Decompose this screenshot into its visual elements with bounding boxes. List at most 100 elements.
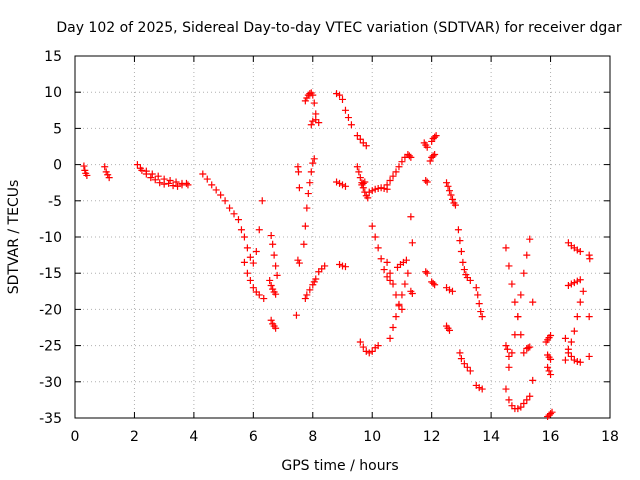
data-point (544, 363, 552, 371)
data-point (303, 291, 311, 299)
data-point (272, 290, 280, 298)
data-point (451, 201, 459, 209)
data-point (166, 177, 174, 185)
data-point (395, 300, 403, 308)
data-point (448, 195, 456, 203)
data-point (212, 186, 220, 194)
data-point (344, 114, 352, 122)
data-point (310, 155, 318, 163)
data-point (392, 168, 400, 176)
data-point (472, 284, 480, 292)
data-point (547, 371, 555, 379)
data-point (267, 232, 275, 240)
data-point (404, 269, 412, 277)
data-point (353, 163, 361, 171)
data-point (356, 338, 364, 346)
data-point (341, 263, 349, 271)
data-point (380, 266, 388, 274)
data-point (371, 233, 379, 241)
x-axis-title: GPS time / hours (281, 458, 398, 474)
data-point (246, 276, 254, 284)
data-point (309, 117, 317, 125)
data-point (267, 316, 275, 324)
data-point (365, 188, 373, 196)
data-point (474, 291, 482, 299)
data-point (517, 403, 525, 411)
x-tick-label: 6 (249, 429, 258, 445)
data-point (523, 344, 531, 352)
data-point (383, 181, 391, 189)
data-point (230, 210, 238, 218)
y-tick-label: -20 (39, 302, 62, 318)
data-point (101, 163, 109, 171)
data-point (368, 347, 376, 355)
data-point (514, 313, 522, 321)
data-point (570, 356, 578, 364)
data-point (267, 282, 275, 290)
data-point (547, 355, 555, 363)
data-point (386, 276, 394, 284)
data-point (447, 191, 455, 199)
data-point (306, 286, 314, 294)
data-point (362, 142, 370, 150)
data-point (460, 266, 468, 274)
data-point (269, 240, 277, 248)
data-point (266, 276, 274, 284)
data-point (576, 298, 584, 306)
data-point (448, 287, 456, 295)
data-point (353, 132, 361, 140)
data-point (148, 170, 156, 178)
data-point (309, 159, 317, 167)
data-point (459, 258, 467, 266)
data-point (292, 311, 300, 319)
data-point (561, 334, 569, 342)
data-point (307, 121, 315, 129)
data-point (547, 410, 555, 418)
data-point (258, 197, 266, 205)
y-tick-label: -25 (39, 339, 62, 355)
data-point (517, 291, 525, 299)
data-point (386, 177, 394, 185)
data-point (457, 247, 465, 255)
data-point (407, 213, 415, 221)
data-point (178, 179, 186, 187)
data-point (249, 259, 257, 267)
data-point (243, 269, 251, 277)
data-point (443, 179, 451, 187)
data-point (564, 345, 572, 353)
data-point (246, 253, 254, 261)
data-point (255, 291, 263, 299)
data-point (151, 176, 159, 184)
data-point (511, 298, 519, 306)
data-point (359, 179, 367, 187)
data-point (364, 194, 372, 202)
data-point (374, 244, 382, 252)
data-point (422, 268, 430, 276)
data-point (576, 358, 584, 366)
data-point (341, 106, 349, 114)
data-point (526, 235, 534, 243)
data-point (273, 271, 281, 279)
data-point (567, 352, 575, 360)
data-point (249, 284, 257, 292)
data-point (359, 343, 367, 351)
data-point (386, 269, 394, 277)
data-point (511, 331, 519, 339)
data-point (478, 313, 486, 321)
y-tick-label: -10 (39, 230, 62, 246)
data-point (389, 172, 397, 180)
data-point (502, 385, 510, 393)
data-point (548, 408, 556, 416)
data-point (576, 276, 584, 284)
data-point (309, 91, 317, 99)
data-point (295, 259, 303, 267)
data-point (529, 376, 537, 384)
data-point (301, 222, 309, 230)
data-point (356, 135, 364, 143)
data-point (339, 95, 346, 103)
data-points (80, 89, 594, 421)
data-point (573, 313, 581, 321)
data-point (505, 262, 513, 270)
data-point (579, 287, 587, 295)
data-point (321, 262, 329, 270)
